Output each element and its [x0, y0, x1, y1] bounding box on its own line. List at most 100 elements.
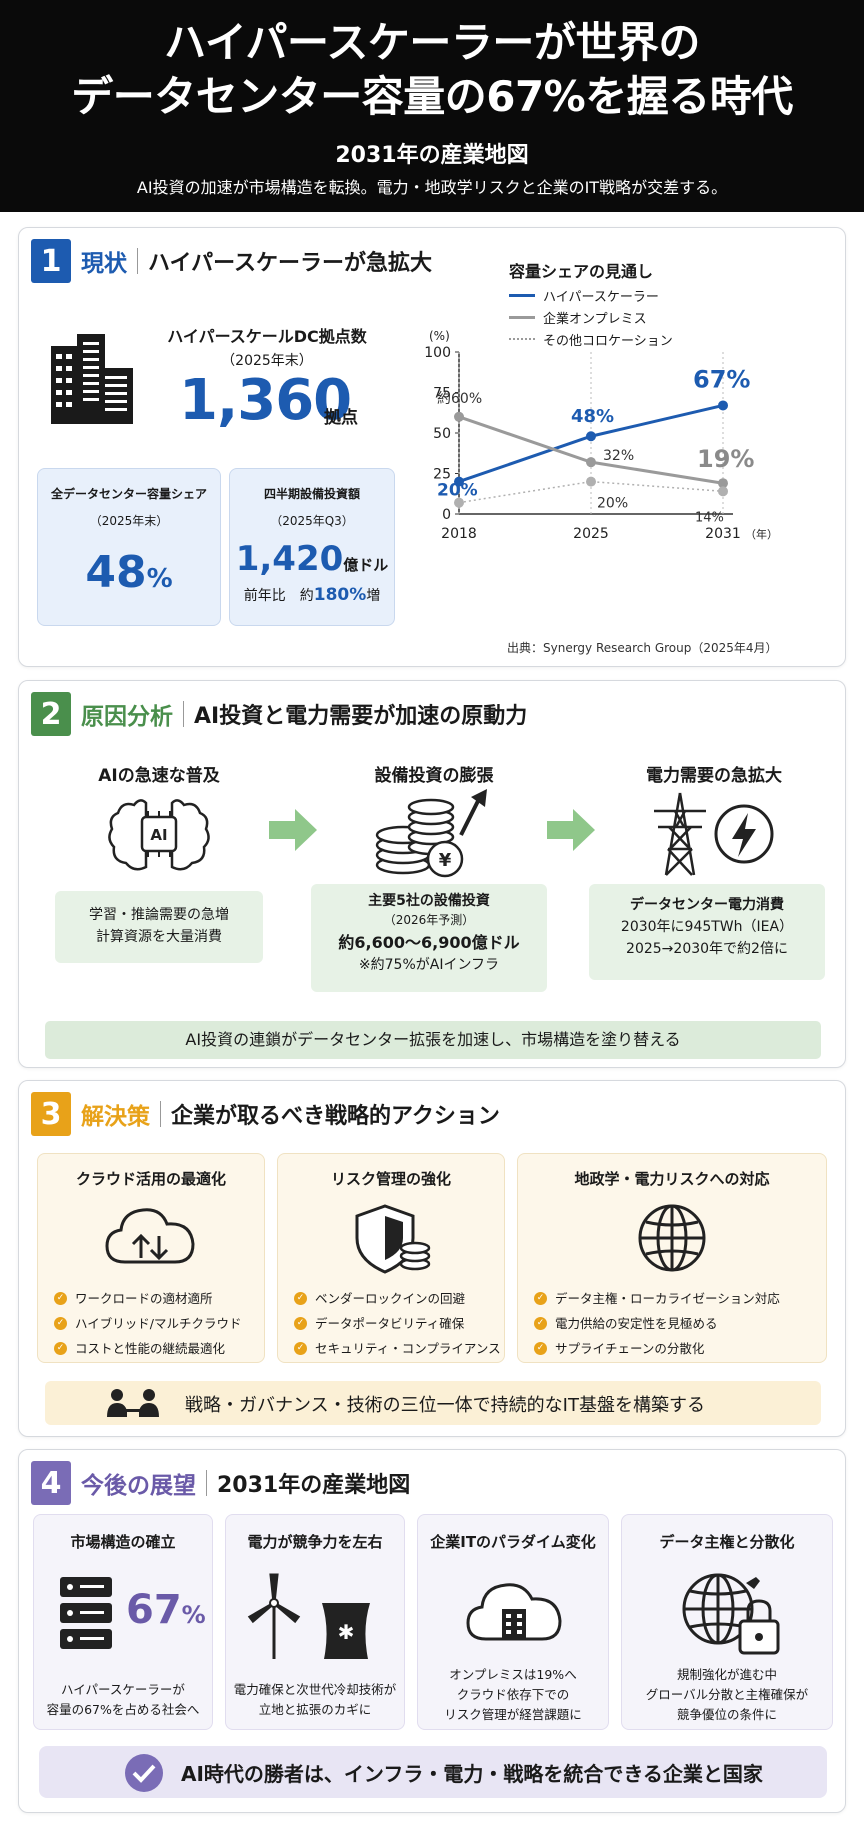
dc-count-value: 1,360 [179, 368, 352, 433]
check-item: ✓ サプライチェーンの分散化 [534, 1336, 780, 1361]
section-number: 2 [31, 692, 71, 736]
x-tick-label: 2025 [573, 526, 609, 542]
yoy-prefix: 前年比 約 [243, 588, 314, 604]
check-item: ✓ データ主権・ローカライゼーション対応 [534, 1286, 780, 1311]
check-item: ✓ セキュリティ・コンプライアンス [294, 1336, 501, 1361]
item-text: ベンダーロックインの回避 [315, 1291, 466, 1306]
check-item: ✓ ベンダーロックインの回避 [294, 1286, 501, 1311]
capex-card: 主要5社の設備投資 （2026年予測） 約6,600～6,900億ドル ※約75… [311, 884, 547, 992]
item-text: データポータビリティ確保 [315, 1316, 465, 1331]
yoy-value: 180% [313, 585, 367, 605]
power-line1: データセンター電力消費 [630, 897, 784, 913]
share-unit: % [146, 564, 173, 594]
header: ハイパースケーラーが世界の データセンター容量の67%を握る時代 2031年の産… [0, 0, 864, 212]
section-number: 4 [31, 1461, 71, 1505]
item-text: 電力供給の安定性を見極める [555, 1316, 718, 1331]
check-icon: ✓ [534, 1342, 547, 1355]
chart-source: 出典：Synergy Research Group（2025年4月） [507, 641, 778, 655]
conclusion-text: AI時代の勝者は、インフラ・電力・戦略を統合できる企業と国家 [181, 1762, 763, 1786]
capex-line1: 主要5社の設備投資 [368, 893, 490, 909]
share-number: 48 [85, 547, 147, 598]
data-label: 32% [603, 448, 634, 464]
data-label: 20% [597, 496, 628, 512]
section-solutions: 3 解決策 企業が取るべき戦略的アクション クラウド活用の最適化 ✓ ワークロード… [18, 1080, 846, 1437]
data-point [454, 411, 464, 422]
capex-line3: 約6,600～6,900億ドル [338, 933, 520, 952]
value-number: 67 [126, 1587, 182, 1633]
item-text: ハイブリッド/マルチクラウド [75, 1316, 242, 1331]
section-keyword: 今後の展望 [81, 1473, 196, 1499]
share-line-chart: (%) 0 25 50 75 100 2018 2025 2031 （年） 20% 48% 67% 約60… [424, 329, 778, 542]
check-icon: ✓ [294, 1342, 307, 1355]
power-line3: 2025→2030年で約2倍に [626, 941, 788, 957]
card-year: （2025年末） [89, 514, 169, 528]
cloud-building-icon [466, 1583, 562, 1641]
ai-card: 学習・推論需要の急増 計算資源を大量消費 [55, 891, 263, 963]
card-title: 電力が競争力を左右 [247, 1533, 383, 1551]
desc-line2: グローバル分散と主権確保が [645, 1687, 809, 1702]
y-tick-label: 100 [424, 345, 451, 361]
section-title: 企業が取るべき戦略的アクション [171, 1104, 500, 1129]
data-label: 19% [697, 445, 754, 473]
desc-line1: オンプレミスは19%へ [449, 1667, 577, 1682]
risk-management-card: リスク管理の強化 ✓ ベンダーロックインの回避 ✓ データポータビリティ確保 ✓ セキ… [277, 1153, 505, 1363]
y-tick-label: 50 [433, 426, 451, 442]
desc-line1: 電力確保と次世代冷却技術が [233, 1682, 397, 1697]
card-desc: オンプレミスは19%へ クラウド依存下での リスク管理が経営課題に [418, 1665, 608, 1725]
cause-banner: AI投資の連鎖がデータセンター拡張を加速し、市場構造を塗り替える [45, 1021, 821, 1059]
ai-brain-icon: AI [108, 799, 210, 871]
desc-line2: クラウド依存下での [456, 1687, 570, 1702]
check-icon: ✓ [534, 1292, 547, 1305]
capex-number: 1,420 [235, 539, 344, 579]
data-point [718, 478, 728, 489]
desc-line2: 立地と拡張のカギに [258, 1702, 372, 1717]
y-tick-label: 0 [442, 507, 451, 523]
x-axis-unit: （年） [745, 527, 778, 541]
check-item: ✓ ハイブリッド/マルチクラウド [54, 1311, 241, 1336]
capex-line4: ※約75%がAIインフラ [358, 957, 500, 973]
divider [137, 248, 138, 274]
desc-line2: 容量の67%を占める社会へ [46, 1702, 200, 1717]
yen-symbol: ¥ [439, 850, 452, 871]
capex-line2: （2026年予測） [383, 913, 475, 927]
value-unit: % [181, 1601, 206, 1629]
card-title: 地政学・電力リスクへの対応 [574, 1170, 770, 1188]
coins-growth-icon: ¥ [375, 789, 487, 878]
section-keyword: 現状 [81, 251, 127, 277]
section-number: 1 [31, 239, 71, 283]
meeting-people-icon [107, 1389, 159, 1417]
card-title: 市場構造の確立 [70, 1533, 176, 1551]
svg-text:✱: ✱ [338, 1620, 355, 1644]
item-text: セキュリティ・コンプライアンス [315, 1341, 501, 1356]
legend-item-colocation: その他コロケーション [509, 328, 673, 350]
item-text: サプライチェーンの分散化 [555, 1341, 705, 1356]
conclusion-banner: AI時代の勝者は、インフラ・電力・戦略を統合できる企業と国家 [39, 1746, 827, 1798]
dc-count-label: ハイパースケールDC拠点数 [167, 327, 367, 346]
x-tick-label: 2018 [441, 526, 477, 542]
wind-turbine-plant-icon: ✱ [247, 1573, 370, 1659]
card-title: データ主権と分散化 [659, 1533, 795, 1551]
check-item: ✓ 電力供給の安定性を見極める [534, 1311, 780, 1336]
card-year: （2025年Q3） [270, 514, 354, 528]
power-card: データセンター電力消費 2030年に945TWh（IEA） 2025→2030年… [589, 884, 825, 980]
cloud-optimization-card: クラウド活用の最適化 ✓ ワークロードの適材適所 ✓ ハイブリッド/マルチクラウド … [37, 1153, 265, 1363]
card-value: 1,420億ドル [230, 539, 394, 579]
col-ai-title: AIの急速な普及 [98, 766, 220, 786]
shield-database-icon [355, 1204, 431, 1274]
checklist: ✓ ワークロードの適材適所 ✓ ハイブリッド/マルチクラウド ✓ コストと性能の継続最… [54, 1286, 241, 1361]
card-label: 全データセンター容量シェア [50, 487, 207, 501]
section-cause-analysis: 2 原因分析 AI投資と電力需要が加速の原動力 AIの急速な普及 AI 学習・推… [18, 680, 846, 1068]
card-desc: 電力確保と次世代冷却技術が 立地と拡張のカギに [226, 1680, 404, 1720]
data-label: 約60% [437, 391, 482, 407]
subtitle: 2031年の産業地図 [335, 143, 529, 168]
section-current-status: 1 現状 ハイパースケーラーが急拡大 ハイパースケールDC拠点数 （2025年末… [18, 227, 846, 667]
ai-chip-label: AI [150, 826, 167, 844]
item-text: コストと性能の継続最適化 [75, 1341, 226, 1356]
desc-line3: リスク管理が経営課題に [444, 1707, 582, 1722]
data-label: 67% [693, 365, 750, 393]
check-circle-icon [125, 1754, 163, 1792]
strategy-banner: 戦略・ガバナンス・技術の三位一体で持続的なIT基盤を構築する [45, 1381, 821, 1425]
checklist: ✓ データ主権・ローカライゼーション対応 ✓ 電力供給の安定性を見極める ✓ サプライ… [534, 1286, 780, 1361]
main-title-line1: ハイパースケーラーが世界の [164, 18, 700, 67]
market-structure-card: 市場構造の確立 67% ハイパースケーラーが 容量の67%を占める社会へ [33, 1514, 213, 1730]
